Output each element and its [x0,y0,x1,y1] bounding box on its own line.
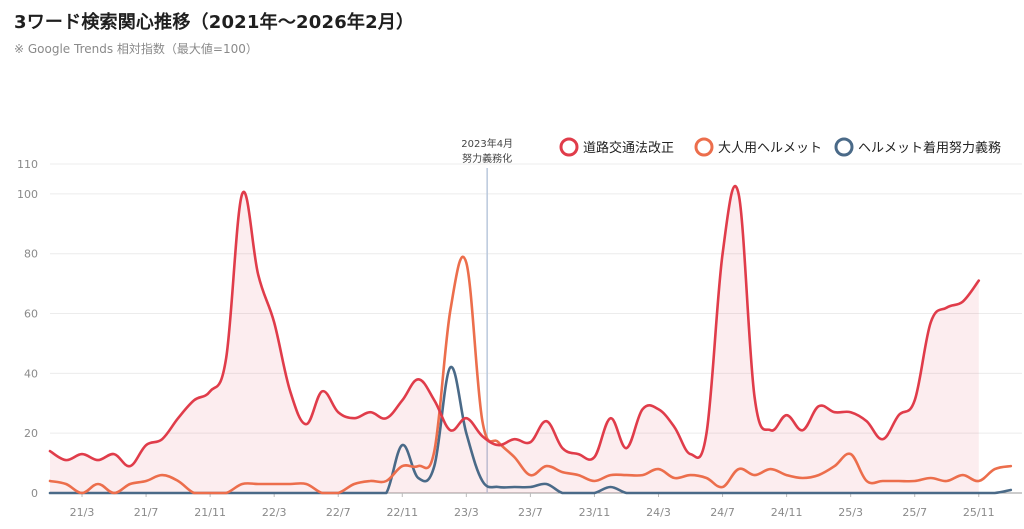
annotation-label-line2: 努力義務化 [462,152,512,165]
y-tick-label: 110 [17,158,38,171]
legend-marker-0 [559,137,579,157]
x-tick-label: 22/7 [326,506,351,519]
chart-subtitle: ※ Google Trends 相対指数（最大値=100） [14,42,258,56]
y-tick-label: 60 [24,308,38,321]
x-tick-label: 25/11 [963,506,995,519]
series-area-0 [50,186,979,493]
x-tick-label: 25/3 [838,506,863,519]
x-tick-label: 21/11 [194,506,226,519]
legend-marker-2 [834,137,854,157]
chart-title: 3ワード検索関心推移（2021年～2026年2月） [14,12,415,33]
legend-marker-1 [694,137,714,157]
x-tick-label: 24/7 [710,506,735,519]
x-tick-label: 21/7 [134,506,159,519]
annotation-label-line1: 2023年4月 [461,137,513,150]
x-tick-label: 24/11 [771,506,803,519]
legend-label-1: 大人用ヘルメット [718,141,822,156]
legend-label-2: ヘルメット着用努力義務 [858,140,1001,156]
y-tick-label: 40 [24,367,38,380]
series-line-1 [48,255,1013,495]
x-tick-label: 22/11 [386,506,418,519]
x-tick-label: 23/7 [518,506,543,519]
x-tick-label: 22/3 [262,506,287,519]
x-tick-label: 23/3 [454,506,479,519]
y-tick-label: 0 [31,487,38,500]
series-line-0 [48,184,981,468]
legend-label-0: 道路交通法改正 [583,140,674,156]
y-tick-label: 20 [24,427,38,440]
x-tick-label: 21/3 [70,506,95,519]
y-tick-label: 80 [24,248,38,261]
x-tick-label: 25/7 [902,506,927,519]
x-tick-label: 24/3 [646,506,671,519]
x-tick-label: 23/11 [579,506,611,519]
y-tick-label: 100 [17,188,38,201]
